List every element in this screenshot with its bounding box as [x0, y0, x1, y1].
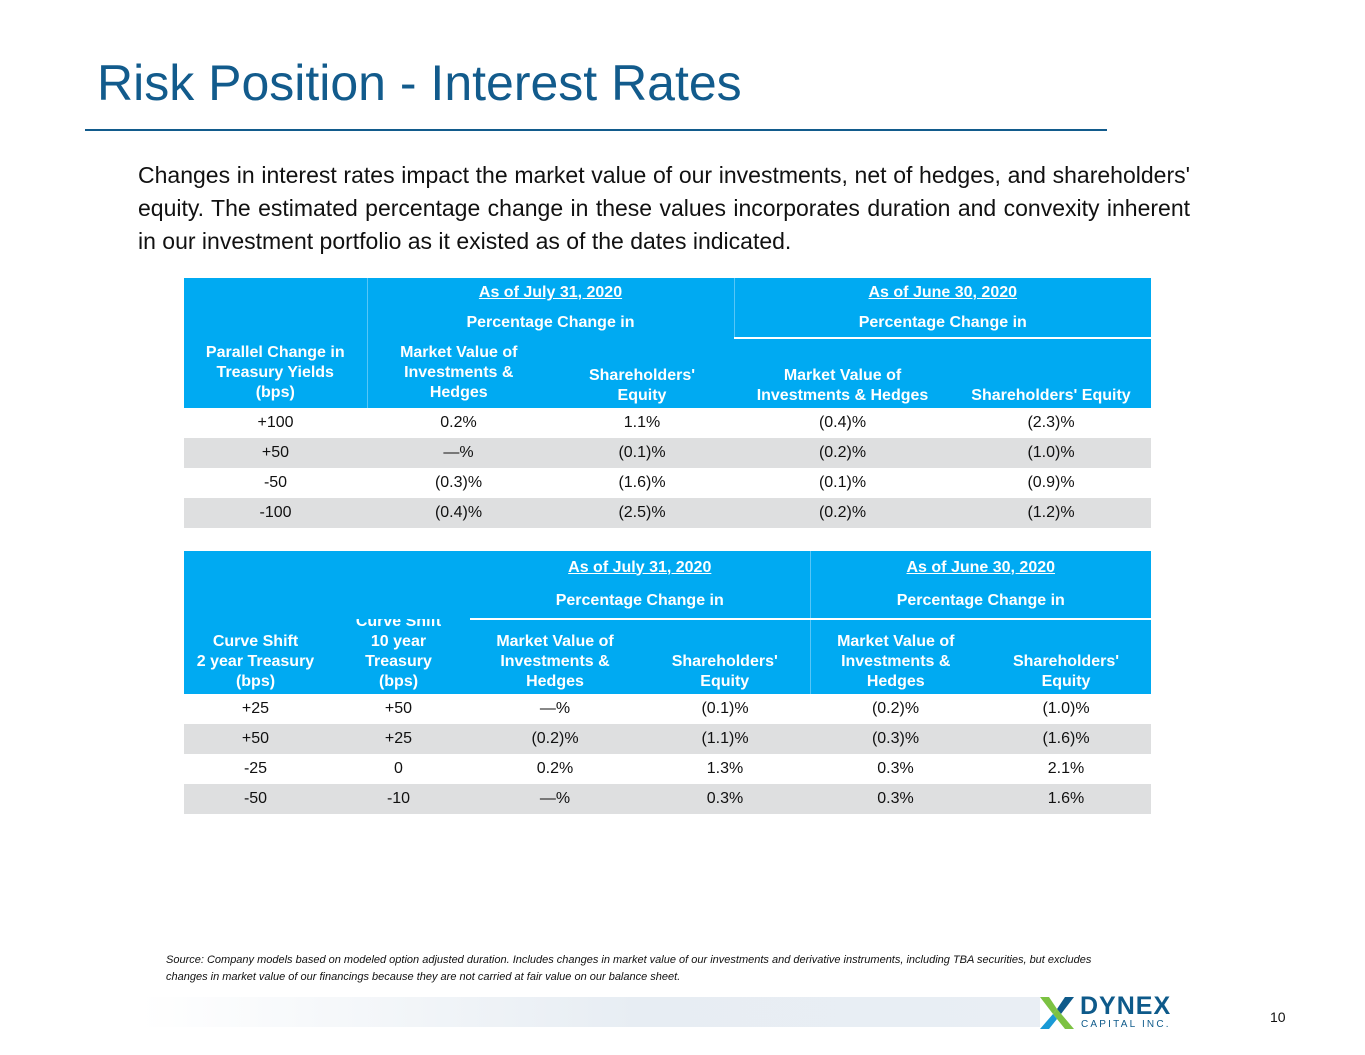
col-header-market-value-july: Market Value of Investments & Hedges [470, 619, 640, 694]
dynex-x-logo-icon [1040, 997, 1074, 1029]
table-header-dates: As of July 31, 2020 As of June 30, 2020 [184, 551, 1152, 619]
table-row: +25 +50 —% (0.1)% (0.2)% (1.0)% [241, 700, 1090, 717]
header-blank [184, 278, 367, 308]
header-blank [184, 551, 470, 619]
date-header-july: As of July 31, 2020 [470, 551, 810, 584]
col-header-equity-june: Shareholders' Equity [951, 338, 1152, 408]
source-footnote: Source: Company models based on modeled … [166, 954, 1092, 983]
pct-header-june: Percentage Change in [733, 308, 1152, 339]
parallel-shift-table: As of July 31, 2020 As of June 30, 2020 … [184, 278, 1152, 528]
table-header-pct: Percentage Change in Percentage Change i… [184, 308, 1152, 339]
table-header-dates: As of July 31, 2020 As of June 30, 2020 [184, 278, 1152, 308]
footer-gradient-band [140, 997, 1040, 1027]
col-header-equity-june: Shareholders' Equity [981, 619, 1152, 694]
table-header-columns: Curve Shift 2 year Treasury (bps) Curve … [184, 619, 1152, 694]
intro-paragraph: Changes in interest rates impact the mar… [138, 162, 1190, 254]
pct-header-july: Percentage Change in [366, 308, 734, 338]
logo-subtitle: CAPITAL INC. [1081, 1019, 1171, 1030]
date-header-june: As of June 30, 2020 [809, 551, 1152, 584]
col-header-market-value-june: Market Value of Investments & Hedges [809, 619, 981, 694]
table-header-pct: Percentage Change in Percentage Change i… [184, 584, 1152, 620]
col-header-market-value-june: Market Value of Investments & Hedges [734, 338, 951, 408]
col-header-curve-shift-10y: Curve Shift 10 year Treasury (bps) [327, 619, 470, 694]
curve-shift-table: As of July 31, 2020 As of June 30, 2020 … [184, 551, 1152, 814]
col-header-curve-shift-2y: Curve Shift 2 year Treasury (bps) [184, 619, 327, 694]
page-title: Risk Position - Interest Rates [97, 55, 742, 111]
table-row: -50 (0.3)% (1.6)% (0.1)% (0.9)% [263, 474, 1075, 491]
pct-header-june: Percentage Change in [809, 584, 1152, 620]
date-header-june: As of June 30, 2020 [733, 278, 1152, 308]
table-header-columns: Parallel Change in Treasury Yields (bps)… [184, 338, 1152, 408]
table-row: +100 0.2% 1.1% (0.4)% (2.3)% [257, 414, 1075, 431]
col-header-parallel-change: Parallel Change in Treasury Yields (bps) [184, 338, 367, 408]
pct-header-july: Percentage Change in [470, 584, 810, 620]
title-divider [85, 129, 1107, 131]
logo-wordmark: DYNEX [1080, 992, 1172, 1020]
table-row: -50 -10 —% 0.3% 0.3% 1.6% [184, 784, 1152, 814]
col-header-equity-july: Shareholders' Equity [640, 619, 810, 694]
page-number: 10 [1270, 1009, 1286, 1025]
table-row: -100 (0.4)% (2.5)% (0.2)% (1.2)% [184, 498, 1152, 528]
header-blank [184, 308, 367, 338]
date-header-july: As of July 31, 2020 [366, 278, 734, 308]
dynex-logo: DYNEX CAPITAL INC. [1040, 992, 1180, 1034]
col-header-market-value-july: Market Value of Investments & Hedges [366, 338, 550, 408]
table-row: -25 0 0.2% 1.3% 0.3% 2.1% [243, 760, 1085, 777]
table-row: +50 +25 (0.2)% (1.1)% (0.3)% (1.6)% [184, 724, 1152, 754]
col-header-equity-july: Shareholders' Equity [550, 338, 734, 408]
table-row: +50 —% (0.1)% (0.2)% (1.0)% [184, 438, 1152, 468]
